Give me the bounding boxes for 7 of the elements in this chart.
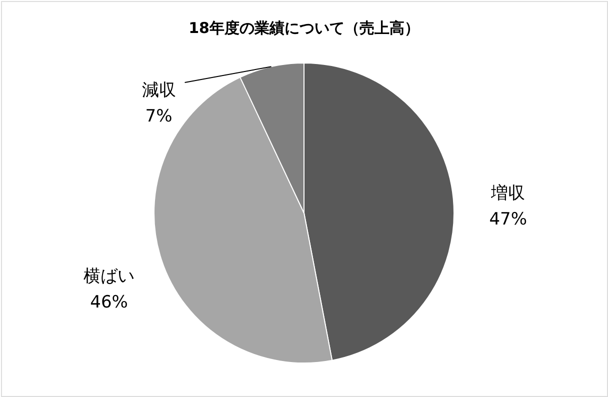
slice-label: 横ばい	[84, 266, 135, 286]
data-label: 47%	[489, 210, 527, 230]
chart-title: 18年度の業績について（売上高）	[188, 19, 420, 37]
slice-label: 増収	[490, 184, 526, 204]
data-label: 46%	[90, 292, 128, 312]
data-label: 7%	[145, 106, 172, 126]
slice-label: 減収	[142, 80, 176, 100]
